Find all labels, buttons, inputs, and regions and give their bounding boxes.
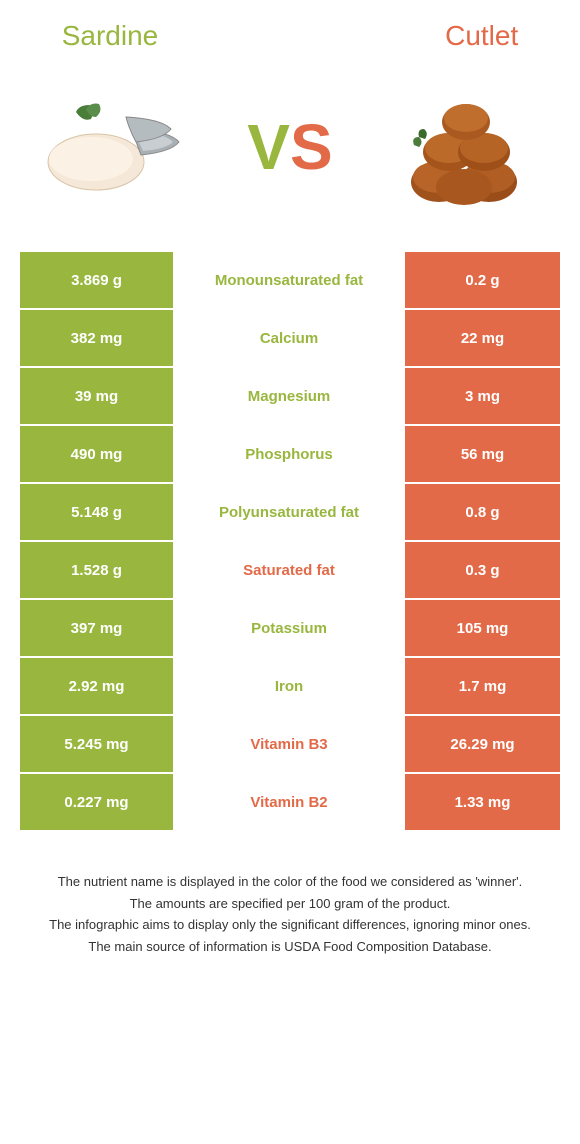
- right-food-title: Cutlet: [445, 20, 518, 52]
- table-row: 3.869 gMonounsaturated fat0.2 g: [20, 252, 560, 310]
- table-row: 1.528 gSaturated fat0.3 g: [20, 542, 560, 600]
- left-value: 397 mg: [20, 600, 175, 656]
- vs-row: VS: [10, 82, 570, 212]
- left-value: 2.92 mg: [20, 658, 175, 714]
- footer-line-1: The nutrient name is displayed in the co…: [40, 872, 540, 892]
- table-row: 39 mgMagnesium3 mg: [20, 368, 560, 426]
- left-value: 1.528 g: [20, 542, 175, 598]
- footer-line-3: The infographic aims to display only the…: [40, 915, 540, 935]
- footer-line-4: The main source of information is USDA F…: [40, 937, 540, 957]
- nutrient-name: Vitamin B3: [175, 716, 405, 772]
- left-value: 3.869 g: [20, 252, 175, 308]
- footer-line-2: The amounts are specified per 100 gram o…: [40, 894, 540, 914]
- table-row: 382 mgCalcium22 mg: [20, 310, 560, 368]
- right-value: 0.2 g: [405, 252, 560, 308]
- cutlet-image: [384, 82, 544, 212]
- nutrient-name: Monounsaturated fat: [175, 252, 405, 308]
- left-value: 0.227 mg: [20, 774, 175, 830]
- right-value: 1.7 mg: [405, 658, 560, 714]
- right-value: 56 mg: [405, 426, 560, 482]
- right-value: 22 mg: [405, 310, 560, 366]
- nutrient-name: Polyunsaturated fat: [175, 484, 405, 540]
- right-value: 0.8 g: [405, 484, 560, 540]
- nutrient-name: Phosphorus: [175, 426, 405, 482]
- table-row: 2.92 mgIron1.7 mg: [20, 658, 560, 716]
- left-value: 382 mg: [20, 310, 175, 366]
- right-value: 3 mg: [405, 368, 560, 424]
- footer-notes: The nutrient name is displayed in the co…: [40, 872, 540, 956]
- infographic-container: Sardine Cutlet VS: [0, 0, 580, 978]
- right-value: 1.33 mg: [405, 774, 560, 830]
- nutrient-name: Saturated fat: [175, 542, 405, 598]
- header-row: Sardine Cutlet: [10, 20, 570, 52]
- right-value: 0.3 g: [405, 542, 560, 598]
- left-value: 39 mg: [20, 368, 175, 424]
- right-value: 26.29 mg: [405, 716, 560, 772]
- vs-label: VS: [247, 110, 332, 184]
- left-food-title: Sardine: [62, 20, 159, 52]
- table-row: 5.245 mgVitamin B326.29 mg: [20, 716, 560, 774]
- left-value: 5.148 g: [20, 484, 175, 540]
- nutrient-table: 3.869 gMonounsaturated fat0.2 g382 mgCal…: [20, 252, 560, 832]
- nutrient-name: Calcium: [175, 310, 405, 366]
- table-row: 5.148 gPolyunsaturated fat0.8 g: [20, 484, 560, 542]
- left-value: 490 mg: [20, 426, 175, 482]
- vs-v-letter: V: [247, 110, 290, 184]
- nutrient-name: Magnesium: [175, 368, 405, 424]
- table-row: 0.227 mgVitamin B21.33 mg: [20, 774, 560, 832]
- left-value: 5.245 mg: [20, 716, 175, 772]
- table-row: 490 mgPhosphorus56 mg: [20, 426, 560, 484]
- sardine-icon: [41, 87, 191, 207]
- right-value: 105 mg: [405, 600, 560, 656]
- table-row: 397 mgPotassium105 mg: [20, 600, 560, 658]
- nutrient-name: Potassium: [175, 600, 405, 656]
- sardine-image: [36, 82, 196, 212]
- nutrient-name: Iron: [175, 658, 405, 714]
- vs-s-letter: S: [290, 110, 333, 184]
- cutlet-icon: [389, 87, 539, 207]
- nutrient-name: Vitamin B2: [175, 774, 405, 830]
